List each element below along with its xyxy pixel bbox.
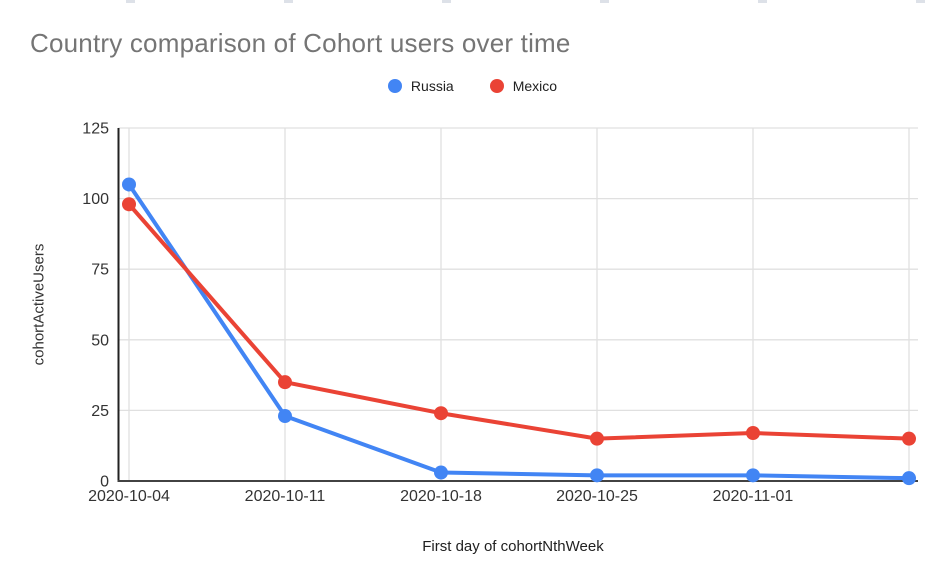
legend-label: Mexico [512,78,558,94]
x-tick-label: 2020-10-11 [245,488,326,505]
data-point-russia-4[interactable] [746,468,760,483]
legend-dot-icon [387,79,402,93]
cropped-text-artifact [126,0,135,3]
y-tick-label: 75 [91,262,109,279]
cropped-text-artifact [758,0,767,3]
data-point-mexico-1[interactable] [278,375,292,390]
legend-dot-icon [489,79,504,93]
chart-title: Country comparison of Cohort users over … [30,28,571,58]
legend-item-mexico[interactable]: Mexico [489,78,558,94]
x-tick-label: 2020-10-04 [88,488,170,505]
data-point-russia-5[interactable] [902,471,916,486]
legend-item-russia[interactable]: Russia [387,78,454,94]
x-tick-label: 2020-10-25 [556,488,638,505]
y-tick-label: 50 [91,332,109,349]
data-point-russia-0[interactable] [122,177,136,192]
data-point-russia-2[interactable] [434,465,448,480]
y-tick-label: 0 [100,474,109,491]
cropped-text-artifact [284,0,293,3]
data-point-russia-3[interactable] [590,468,604,483]
cropped-text-artifact [442,0,451,3]
data-point-mexico-4[interactable] [746,425,760,440]
data-point-mexico-2[interactable] [434,406,448,421]
data-point-mexico-0[interactable] [122,197,136,212]
data-point-mexico-5[interactable] [902,431,916,446]
x-tick-label: 2020-10-18 [400,488,482,505]
chart-legend: Russia Mexico [0,77,945,95]
cropped-text-artifact [600,0,609,3]
legend-label: Russia [410,78,454,94]
x-axis-title: First day of cohortNthWeek [422,538,604,555]
cropped-text-artifact [916,0,925,3]
data-point-russia-1[interactable] [278,409,292,424]
series-line-mexico [127,202,911,441]
x-tick-label: 2020-11-01 [713,488,794,505]
y-tick-label: 125 [82,121,109,138]
y-tick-label: 25 [91,403,109,420]
series-line-russia [127,182,911,481]
data-point-mexico-3[interactable] [590,431,604,446]
y-tick-label: 100 [82,191,109,208]
